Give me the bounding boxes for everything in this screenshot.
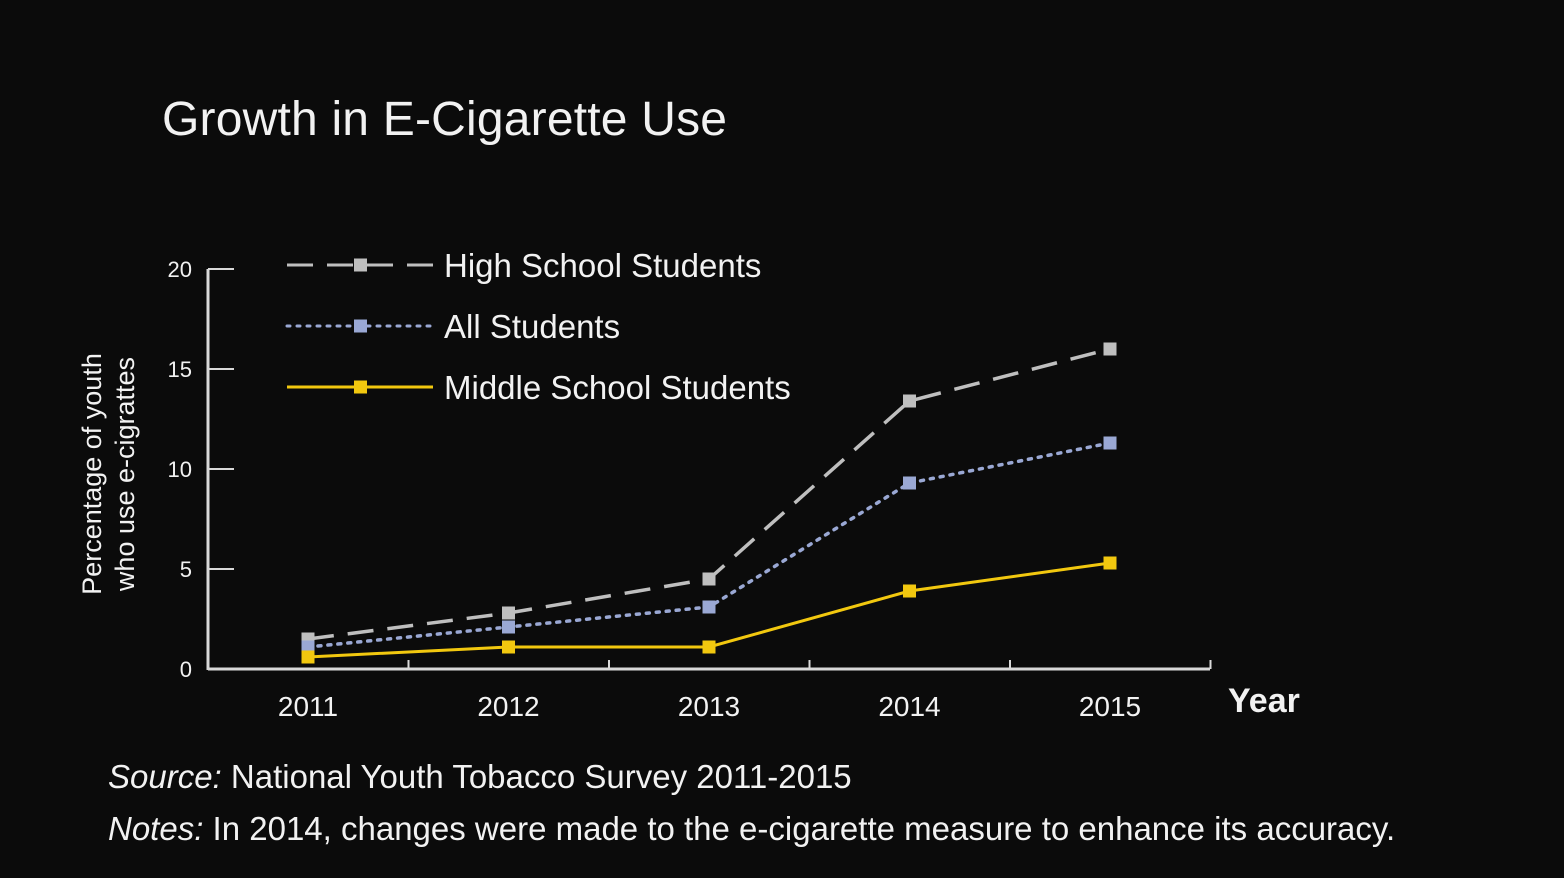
y-tick-label: 20: [168, 257, 192, 282]
y-tick-label: 0: [180, 657, 192, 682]
source-label: Source:: [108, 758, 222, 795]
data-point: [903, 476, 916, 490]
y-tick-label: 10: [168, 457, 192, 482]
legend-swatch-marker: [354, 319, 367, 333]
source-note: Source: National Youth Tobacco Survey 20…: [108, 758, 852, 796]
data-point: [903, 584, 916, 598]
x-tick-label: 2012: [477, 691, 539, 722]
legend: High School Students All Students Middle S…: [285, 247, 791, 406]
x-tick-label: 2013: [678, 691, 740, 722]
y-tick-label: 5: [180, 557, 192, 582]
notes-text: In 2014, changes were made to the e-ciga…: [203, 810, 1396, 847]
data-point: [1103, 556, 1117, 570]
notes-note: Notes: In 2014, changes were made to the…: [108, 810, 1395, 848]
legend-swatch-marker: [354, 258, 367, 272]
data-point: [1103, 342, 1117, 356]
y-tick-label: 15: [168, 357, 192, 382]
data-point: [1103, 436, 1117, 450]
legend-swatch-marker: [354, 380, 367, 394]
x-tick-label: 2014: [878, 691, 940, 722]
data-point: [702, 572, 716, 586]
data-point: [702, 600, 716, 614]
legend-label: Middle School Students: [444, 369, 791, 406]
x-tick-label: 2011: [278, 691, 338, 722]
y-axis-title-line: Percentage of youth: [77, 353, 107, 595]
data-point: [502, 640, 515, 654]
series-line-1: [306, 441, 1112, 649]
chart-title: Growth in E-Cigarette Use: [162, 93, 728, 146]
series-lines: [301, 342, 1117, 664]
source-text: National Youth Tobacco Survey 2011-2015: [221, 758, 852, 795]
data-point: [502, 620, 515, 634]
x-tick-label: 2015: [1079, 691, 1141, 722]
data-point: [301, 650, 315, 664]
legend-label: High School Students: [444, 247, 761, 284]
x-axis-title: Year: [1228, 682, 1300, 720]
notes-label: Notes:: [108, 810, 204, 847]
data-point: [502, 606, 515, 620]
data-point: [301, 640, 315, 654]
legend-label: All Students: [444, 308, 620, 345]
axes: 0 5 10 15 20 2011 2012 2013 2014 2015 Year Percenta…: [77, 257, 1300, 722]
y-axis-title-line: who use e-cigrattes: [110, 357, 140, 592]
data-point: [903, 394, 916, 408]
data-point: [702, 640, 716, 654]
